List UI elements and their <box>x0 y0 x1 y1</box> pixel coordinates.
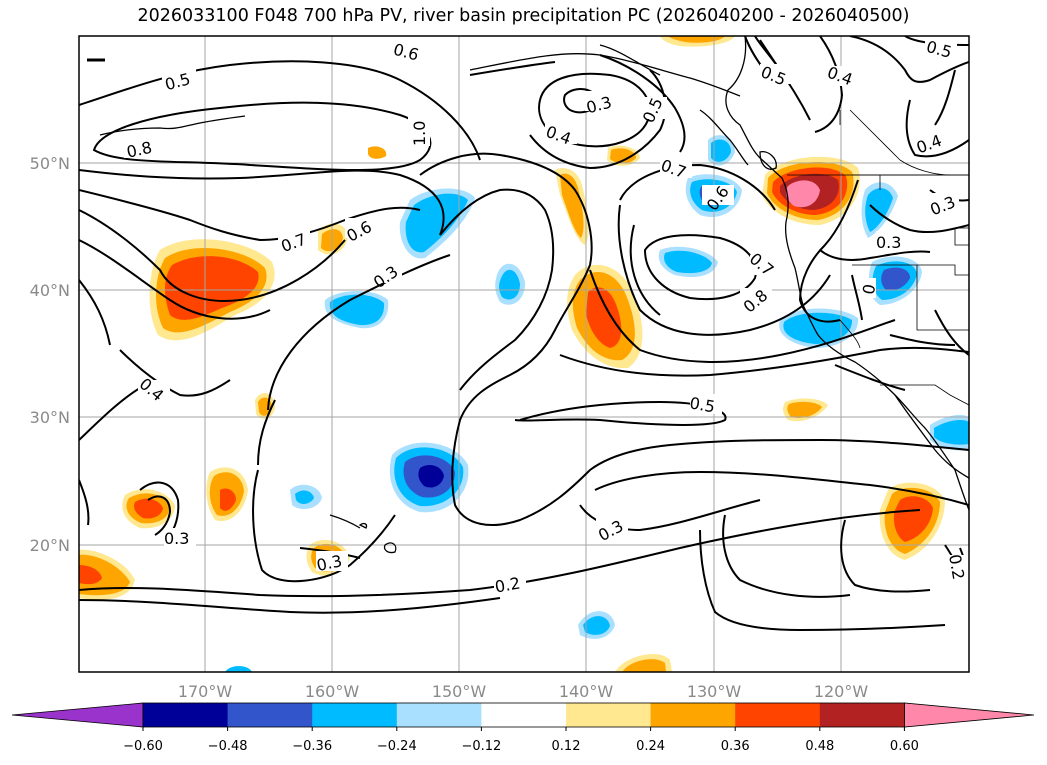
map-panel: 0.5 0.8 1.0 0.7 0.6 0.3 0.4 0.3 0.5 0.4 … <box>79 36 969 672</box>
contour-label: 0.8 <box>125 138 154 162</box>
colorbar-tick-label: −0.36 <box>292 739 332 754</box>
colorbar-tick-label: −0.24 <box>377 739 417 754</box>
contour-label: 0.2 <box>945 553 968 581</box>
ocean-background <box>79 36 969 672</box>
lat-label: 50°N <box>30 154 70 173</box>
colorbar-tick-label: 0.48 <box>805 739 834 754</box>
lon-label: 160°W <box>305 682 360 701</box>
colorbar <box>11 702 1035 728</box>
colorbar-tick-label: −0.12 <box>461 739 501 754</box>
lon-label: 150°W <box>432 682 487 701</box>
lon-label: 120°W <box>814 682 869 701</box>
contour-label: 0.3 <box>315 551 344 575</box>
latitude-axis: 50°N 40°N 30°N 20°N <box>30 154 70 555</box>
longitude-axis: 170°W 160°W 150°W 140°W 130°W 120°W <box>178 682 869 701</box>
colorbar-tick-label: 0.36 <box>721 739 750 754</box>
lat-label: 40°N <box>30 281 70 300</box>
colorbar-segment <box>227 703 313 727</box>
lat-label: 20°N <box>30 536 70 555</box>
colorbar-tick-label: 0.60 <box>890 739 919 754</box>
colorbar-segment <box>481 703 567 727</box>
colorbar-tick-label: −0.48 <box>208 739 248 754</box>
colorbar-outline <box>142 702 905 728</box>
colorbar-tick-label: −0.60 <box>123 739 163 754</box>
colorbar-segment <box>396 703 482 727</box>
colorbar-segment <box>819 703 905 727</box>
lat-label: 30°N <box>30 408 70 427</box>
colorbar-segment <box>735 703 821 727</box>
borders <box>787 109 969 406</box>
contour-label: 0.5 <box>688 393 716 416</box>
lon-label: 140°W <box>559 682 614 701</box>
lon-label: 130°W <box>687 682 742 701</box>
colorbar-extend-min <box>11 702 144 728</box>
colorbar-tick-label: 0.24 <box>636 739 665 754</box>
contour-label: 0.3 <box>164 529 189 548</box>
colorbar-segment <box>566 703 652 727</box>
colorbar-tick-label: 0.12 <box>552 739 581 754</box>
contour-label: 0 <box>859 283 879 296</box>
colorbar-extend-max <box>904 702 1035 728</box>
map-frame <box>78 35 970 673</box>
contour-label: 1.0 <box>410 121 429 146</box>
contour-label: 0.2 <box>493 573 521 596</box>
colorbar-segment <box>143 703 229 727</box>
map-title: 2026033100 F048 700 hPa PV, river basin … <box>137 6 910 26</box>
colorbar-segment <box>312 703 398 727</box>
colorbar-segment <box>650 703 736 727</box>
contour-label: 0.3 <box>876 233 901 252</box>
coastlines <box>87 36 969 554</box>
lon-label: 170°W <box>178 682 233 701</box>
colorbar-ticks: −0.60 −0.48 −0.36 −0.24 −0.12 0.12 0.24 0.36 0.4… <box>123 727 919 754</box>
